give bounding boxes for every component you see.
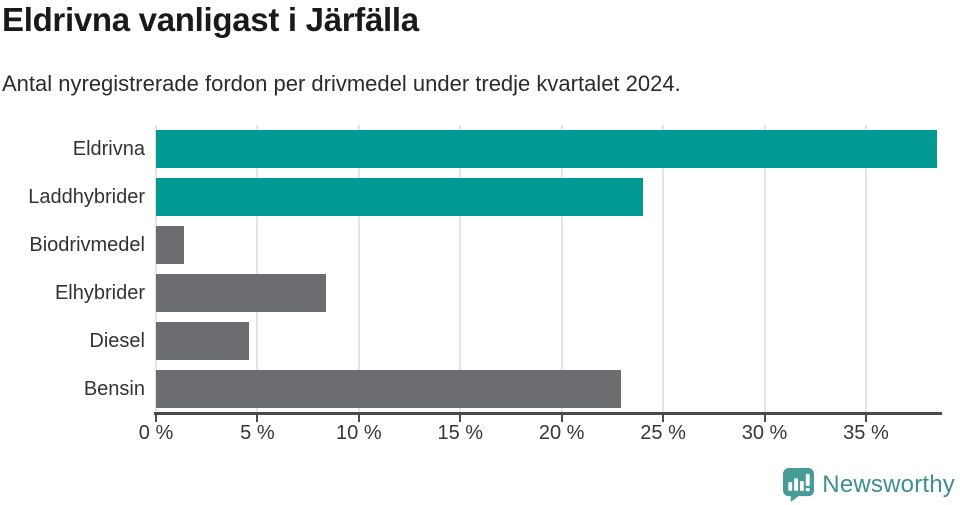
category-label: Bensin	[83, 378, 145, 400]
axis-tick	[864, 415, 867, 422]
axis-tick	[155, 415, 157, 422]
gridline	[662, 125, 665, 413]
bar-track	[156, 125, 941, 173]
axis-tick-label: 20 %	[538, 422, 585, 444]
axis-tick-label: 0 %	[138, 422, 174, 444]
bar-bensin	[156, 370, 621, 408]
bar-rows: Eldrivna Laddhybrider Biodrivmedel Elhybrid…	[0, 125, 941, 413]
axis-tick-label: 5 %	[240, 422, 275, 444]
newsworthy-bubble-chart-icon	[783, 468, 815, 502]
bar-row: Eldrivna	[0, 125, 941, 173]
axis-tick	[560, 415, 563, 422]
axis-tick-label: 15 %	[437, 422, 484, 444]
category-label: Laddhybrider	[28, 186, 145, 208]
axis-tick	[763, 415, 766, 422]
bar-laddhybrider	[156, 178, 643, 216]
category-label: Eldrivna	[72, 138, 145, 160]
bar-row: Diesel	[0, 317, 941, 365]
bar-elhybrider	[156, 274, 327, 312]
axis-tick	[357, 415, 360, 422]
axis-tick-label: 35 %	[843, 422, 889, 444]
chart-title: Eldrivna vanligast i Järfälla	[2, 1, 419, 38]
bar-eldrivna	[156, 130, 937, 168]
bar-row: Bensin	[0, 365, 941, 413]
bar-track	[156, 269, 941, 317]
category-label: Biodrivmedel	[29, 234, 145, 256]
axis-tick-label: 30 %	[741, 422, 788, 444]
bar-row: Biodrivmedel	[0, 221, 941, 269]
gridline	[763, 125, 766, 413]
gridline	[459, 125, 462, 413]
gridline	[357, 125, 360, 413]
gridline	[560, 125, 563, 413]
newsworthy-logo: Newsworthy	[782, 467, 955, 502]
newsworthy-logo-text: Newsworthy	[822, 470, 955, 498]
bar-track	[156, 365, 941, 413]
axis-tick	[459, 415, 462, 422]
category-label: Diesel	[89, 330, 145, 352]
bar-track	[156, 317, 941, 365]
axis-tick-label: 25 %	[640, 422, 686, 444]
x-axis-line	[154, 412, 942, 415]
gridlines	[155, 125, 941, 413]
axis-tick-label: 10 %	[336, 422, 382, 444]
gridline	[864, 125, 867, 413]
bar-track	[156, 173, 941, 221]
gridline	[155, 125, 157, 413]
bar-row: Laddhybrider	[0, 173, 941, 221]
axis-tick	[662, 415, 665, 422]
bar-biodrivmedel	[156, 226, 185, 264]
gridline	[256, 125, 259, 413]
bar-track	[156, 221, 941, 269]
chart-subtitle: Antal nyregistrerade fordon per drivmede…	[2, 71, 681, 96]
axis-tick	[256, 415, 259, 422]
category-label: Elhybrider	[54, 282, 145, 304]
bar-row: Elhybrider	[0, 269, 941, 317]
bar-diesel	[156, 322, 250, 360]
